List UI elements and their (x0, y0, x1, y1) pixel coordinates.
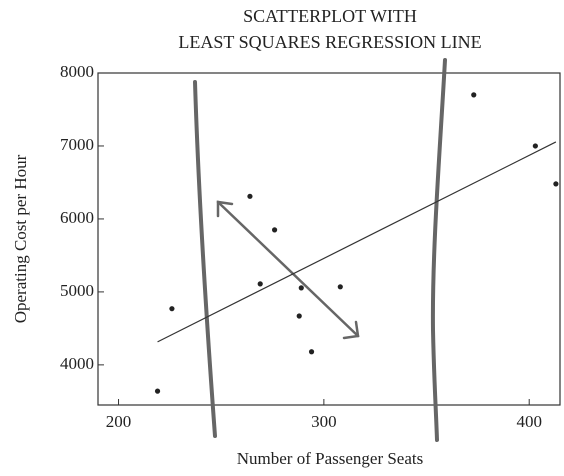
y-tick-label: 5000 (60, 281, 94, 300)
data-point (471, 92, 477, 98)
x-tick-label: 200 (106, 412, 132, 431)
chart-title: SCATTERPLOT WITH (243, 6, 417, 26)
x-axis-label: Number of Passenger Seats (237, 449, 424, 468)
x-tick-label: 300 (311, 412, 337, 431)
data-point (257, 281, 263, 287)
y-tick-label: 8000 (60, 62, 94, 81)
y-tick-label: 4000 (60, 354, 94, 373)
pen-stroke (430, 58, 447, 442)
plot-frame (97, 72, 561, 406)
y-tick-label: 7000 (60, 135, 94, 154)
data-point (271, 227, 278, 233)
data-point (308, 349, 315, 355)
data-point (532, 143, 538, 149)
data-point (553, 181, 559, 187)
pen-arrowhead (342, 320, 360, 340)
data-point (247, 193, 253, 199)
y-axis-label: Operating Cost per Hour (11, 154, 30, 323)
pen-arrowhead (216, 200, 234, 218)
chart-title: LEAST SQUARES REGRESSION LINE (178, 32, 481, 52)
hand-drawn-marks (193, 58, 447, 442)
data-point (296, 313, 302, 319)
data-point (169, 306, 175, 312)
x-tick-label: 400 (516, 412, 542, 431)
data-point (337, 284, 343, 290)
regression-line (157, 141, 557, 343)
data-point (154, 388, 161, 394)
y-tick-label: 6000 (60, 208, 94, 227)
data-point (298, 285, 304, 291)
pen-arrow (216, 200, 360, 338)
pen-stroke (193, 80, 217, 438)
